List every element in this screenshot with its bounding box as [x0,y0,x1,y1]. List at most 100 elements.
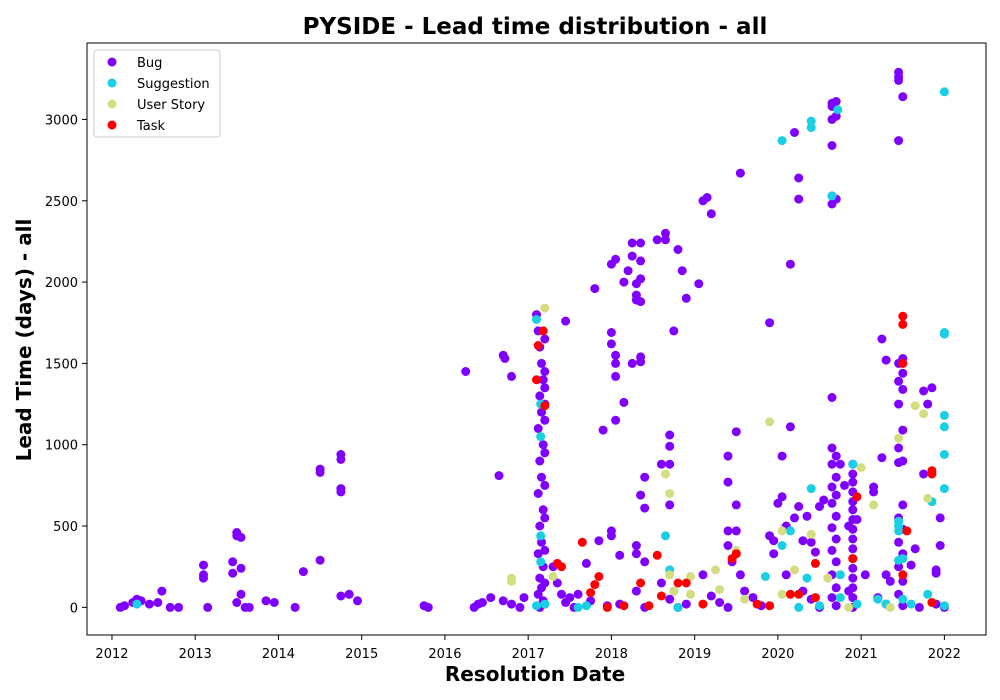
data-point [848,505,858,515]
data-point [765,601,775,611]
data-point [611,371,621,381]
data-point [606,531,616,541]
data-point [532,375,541,385]
data-point [532,315,541,324]
data-point [661,531,670,541]
data-point [586,588,596,598]
data-point [827,523,837,533]
data-point [665,500,675,510]
data-point [827,459,837,469]
data-point [290,602,300,612]
data-point [898,601,908,611]
data-point [898,358,908,368]
data-point [919,386,929,396]
data-point [298,567,308,577]
x-tick-label: 2020 [761,647,794,662]
data-point [810,593,820,603]
data-point [656,459,666,469]
data-point [236,532,246,542]
data-point [831,511,841,521]
data-point [711,565,720,575]
data-point [515,602,525,612]
data-point [698,599,708,609]
data-point [898,384,908,394]
data-point [939,450,949,459]
data-point [898,319,908,329]
data-point [785,422,795,432]
x-axis-ticks: 2012 2013 2014 2015 2016 2017 2018 2019 2020 2021… [95,635,961,662]
y-tick-label: 2000 [45,276,78,291]
data-point [898,576,908,586]
x-tick-label: 2014 [262,647,295,662]
data-point [823,573,833,583]
data-point [636,238,646,248]
data-point [336,591,346,601]
data-point [777,526,787,536]
data-point [790,565,799,575]
data-point [636,274,646,284]
data-point [548,572,558,581]
data-point [923,493,933,503]
data-point [536,531,546,541]
data-point [533,589,543,599]
data-point [827,393,837,402]
data-point [848,524,858,534]
data-point [840,480,849,490]
legend-marker [107,99,117,109]
data-point [894,433,904,443]
legend-label: Bug [137,56,162,71]
data-point [540,383,550,393]
legend-marker [107,78,117,88]
data-point [565,593,575,603]
data-point [827,141,837,150]
data-point [157,586,167,596]
data-point [935,541,945,550]
data-point [665,441,675,451]
data-point [573,589,583,599]
data-point [244,602,254,612]
data-point [869,500,879,510]
data-point [507,371,516,381]
data-point [939,601,949,611]
data-point [927,383,937,393]
data-point [627,251,637,261]
data-point [806,116,816,126]
data-point [199,560,208,570]
data-point [785,589,795,599]
data-point [519,593,529,603]
data-point [794,502,804,511]
x-tick-label: 2018 [595,647,628,662]
data-point [598,425,608,435]
data-point [731,500,741,510]
data-point [819,495,829,505]
data-point [848,593,858,603]
data-point [798,536,808,546]
data-point [619,601,629,611]
data-point [740,594,750,604]
x-axis-title: Resolution Date [445,662,625,686]
data-point [731,549,741,559]
data-point [535,456,545,466]
data-point [533,341,543,350]
data-point [540,545,550,555]
data-point [533,489,543,498]
data-point [631,549,641,559]
data-point [827,498,837,508]
data-point [640,557,650,567]
data-point [538,440,548,450]
data-point [590,284,600,294]
data-point [656,578,666,588]
y-tick-label: 0 [70,601,78,616]
data-point [540,334,550,344]
data-point [894,526,904,536]
data-point [873,594,883,604]
data-point [723,477,733,487]
data-point [806,484,816,494]
data-points [115,67,949,612]
data-point [686,572,695,581]
data-point [735,168,745,178]
data-point [602,602,612,612]
data-point [794,602,804,612]
series-user-story [507,303,937,612]
data-point [898,500,908,510]
